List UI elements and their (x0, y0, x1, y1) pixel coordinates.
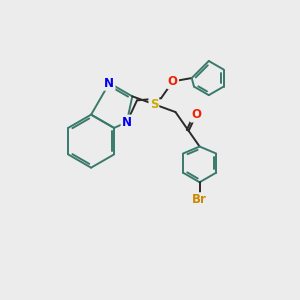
Text: N: N (104, 76, 114, 90)
Text: O: O (191, 108, 201, 121)
Text: S: S (150, 98, 158, 111)
Text: Br: Br (192, 194, 207, 206)
Text: O: O (168, 75, 178, 88)
Text: N: N (122, 116, 132, 129)
